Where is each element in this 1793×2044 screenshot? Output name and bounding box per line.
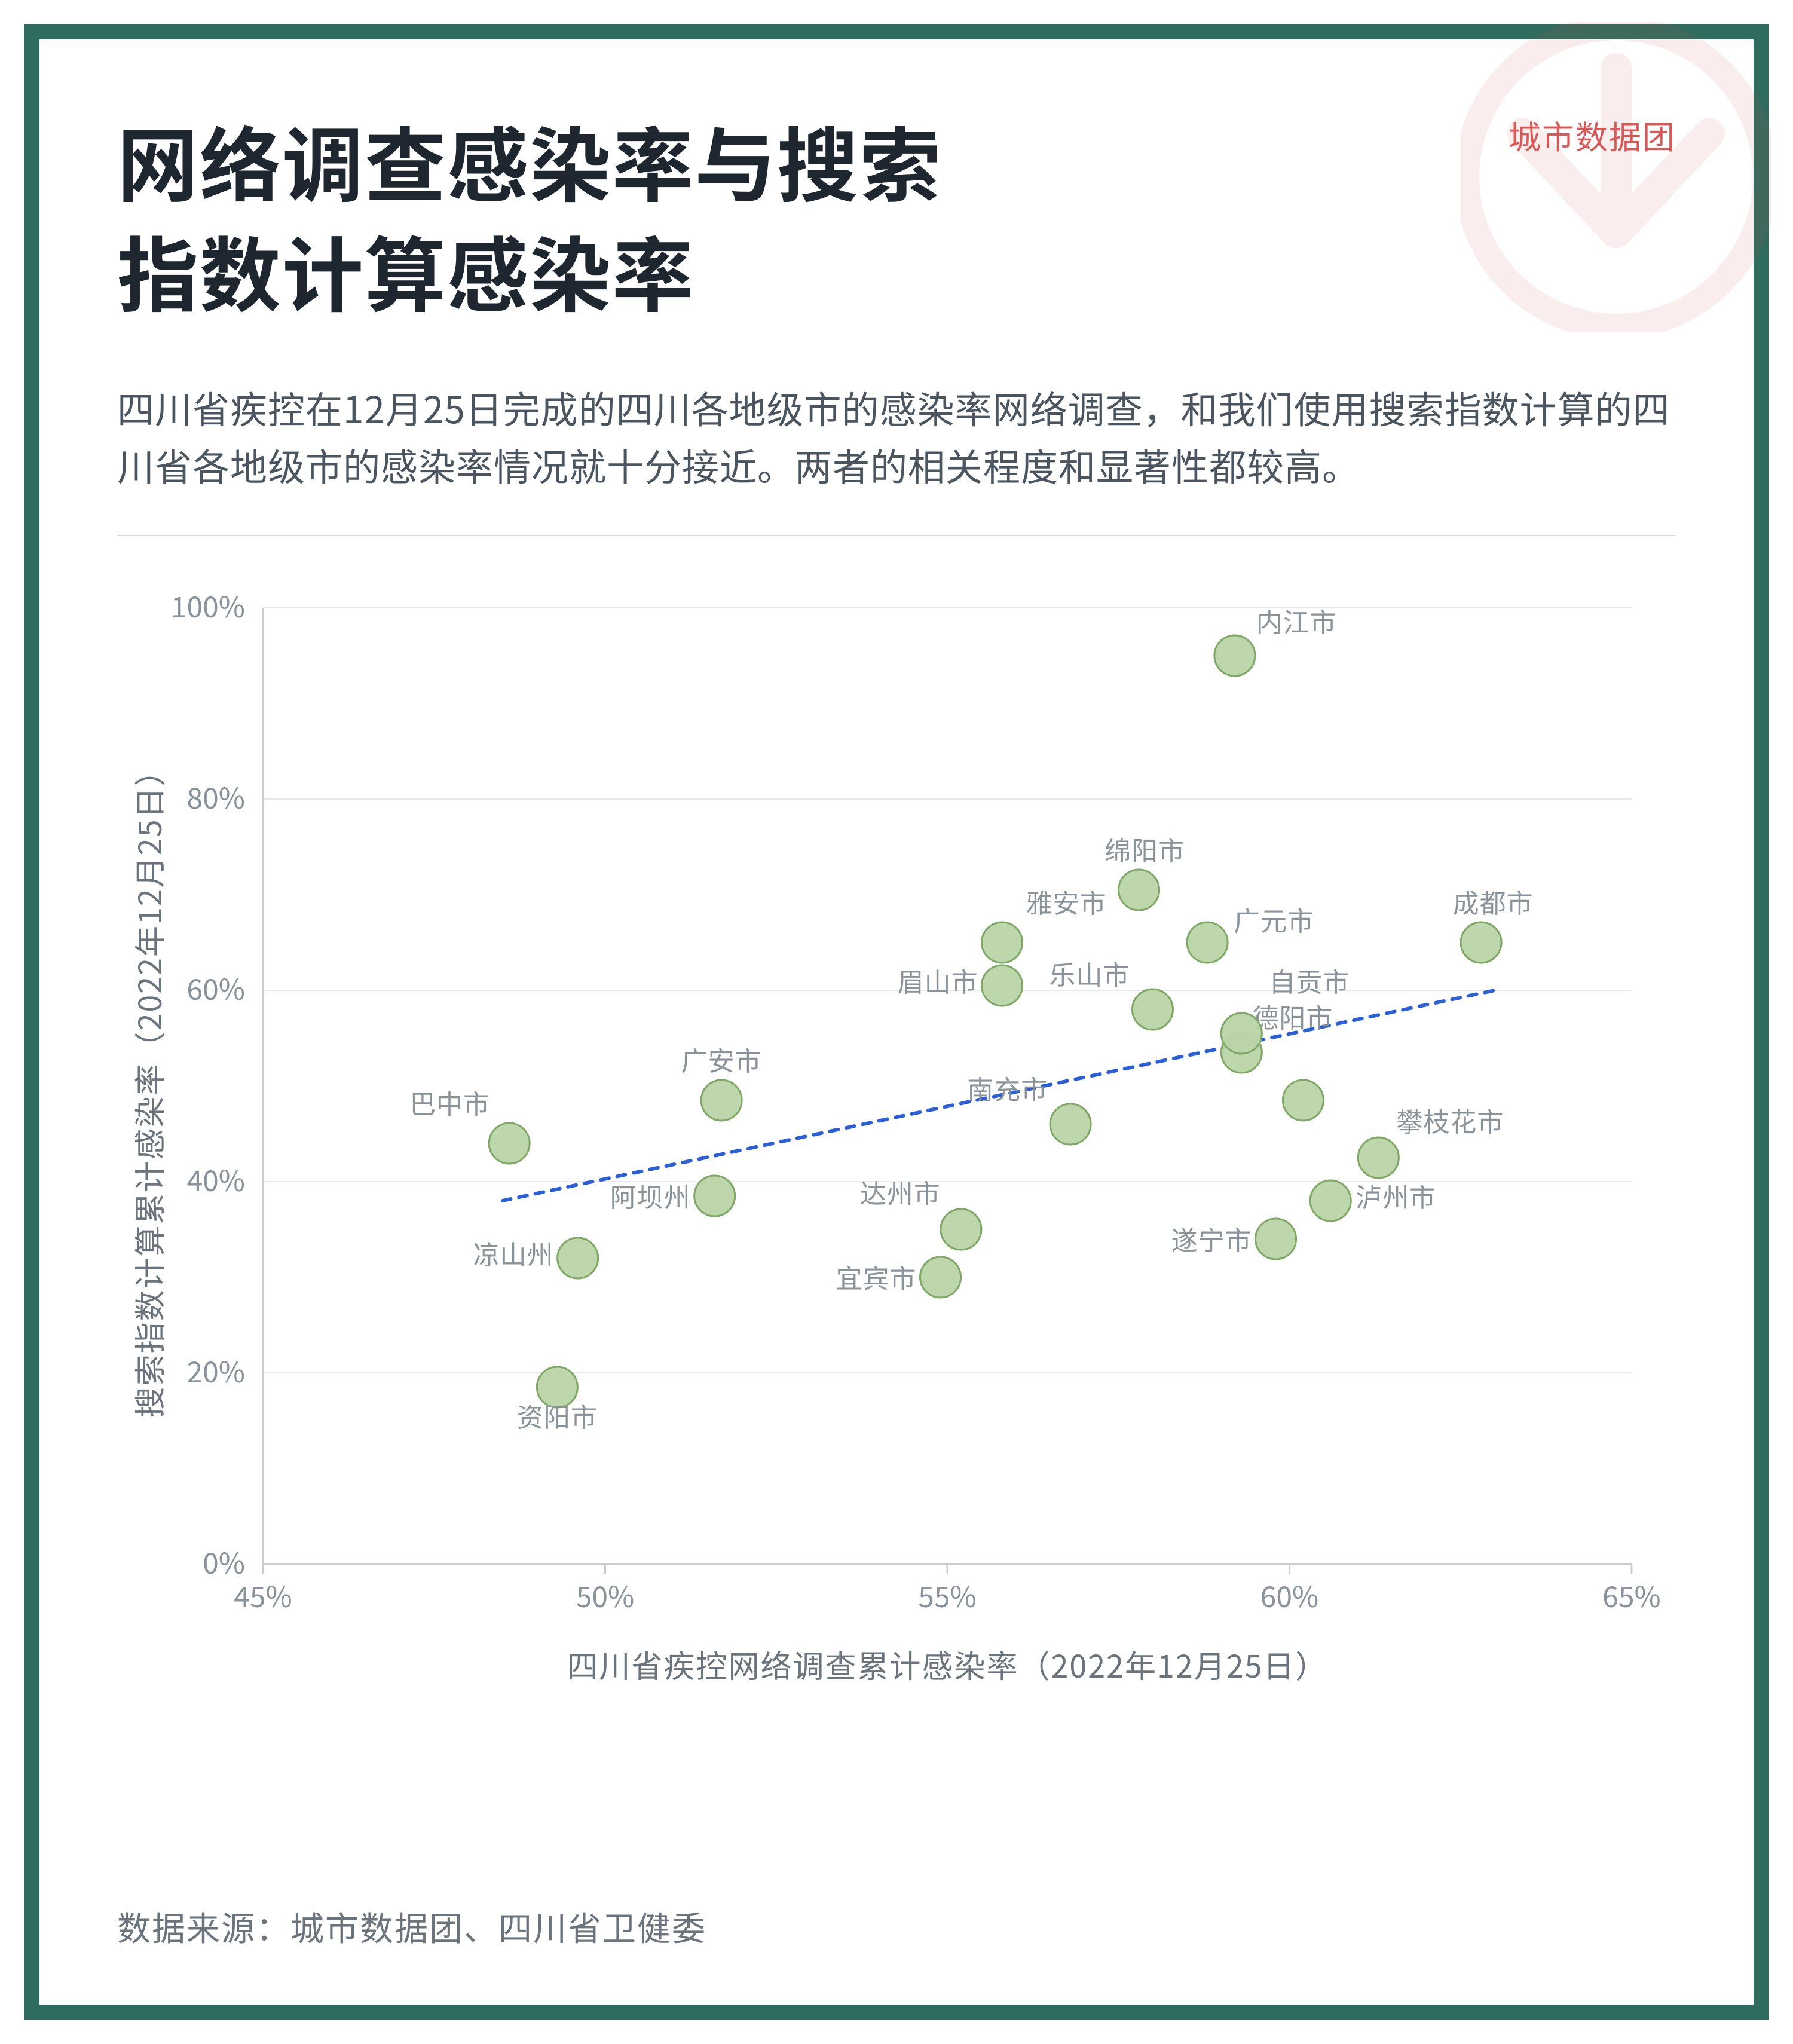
data-point-label: 南充市 (967, 1069, 1048, 1107)
data-point-label: 宜宾市 (836, 1257, 917, 1296)
data-point (1133, 989, 1173, 1030)
y-axis-title: 搜索指数计算累计感染率（2022年12月25日） (126, 754, 170, 1418)
divider (117, 535, 1676, 536)
data-point (1119, 870, 1159, 910)
data-point-label: 攀枝花市 (1396, 1101, 1504, 1139)
data-point-label: 绵阳市 (1104, 830, 1185, 868)
data-point (982, 965, 1023, 1006)
title-line-2: 指数计算感染率 (117, 211, 694, 329)
data-point-label: 泸州市 (1356, 1176, 1436, 1214)
x-tick-label: 45% (234, 1574, 292, 1615)
data-point (1187, 922, 1228, 963)
brand-tag: 城市数据团 (1509, 111, 1676, 158)
data-point-label: 资阳市 (517, 1396, 598, 1434)
data-point-label: 内江市 (1256, 601, 1337, 639)
title-line-1: 网络调查感染率与搜索 (117, 101, 942, 219)
data-point-label: 雅安市 (1026, 882, 1107, 920)
data-point-label: 凉山州 (473, 1234, 554, 1272)
chart-svg: 0%20%40%60%80%100%45%50%55%60%65%巴中市凉山州资… (117, 584, 1676, 1743)
data-point (1358, 1137, 1399, 1178)
data-source-note: 数据来源：城市数据团、四川省卫健委 (117, 1902, 706, 1951)
data-point (1256, 1219, 1296, 1259)
data-point-label: 德阳市 (1252, 997, 1333, 1035)
x-axis-title: 四川省疾控网络调查累计感染率（2022年12月25日） (567, 1642, 1328, 1687)
x-tick-label: 50% (576, 1574, 635, 1615)
y-tick-label: 100% (171, 584, 245, 626)
data-point (694, 1176, 735, 1216)
data-point-label: 遂宁市 (1171, 1219, 1252, 1257)
data-point (941, 1209, 981, 1250)
data-point-label: 广安市 (681, 1040, 762, 1078)
content-area: 城市数据团 网络调查感染率与搜索 指数计算感染率 四川省疾控在12月25日完成的… (39, 39, 1754, 2005)
y-tick-label: 80% (187, 775, 246, 817)
data-point-label: 成都市 (1453, 882, 1534, 920)
data-point (489, 1123, 530, 1164)
data-point (1283, 1080, 1323, 1121)
data-point (1461, 922, 1501, 963)
chart-subtitle: 四川省疾控在12月25日完成的四川各地级市的感染率网络调查，和我们使用搜索指数计… (117, 378, 1676, 493)
data-point (982, 922, 1023, 963)
data-point (1310, 1180, 1351, 1221)
y-tick-label: 40% (187, 1158, 246, 1200)
chart-title: 网络调查感染率与搜索 指数计算感染率 (117, 105, 1253, 325)
data-point (1221, 1013, 1262, 1054)
data-point (558, 1238, 598, 1278)
x-tick-label: 65% (1602, 1574, 1661, 1615)
data-point-label: 广元市 (1234, 900, 1314, 938)
y-tick-label: 20% (187, 1349, 246, 1391)
data-point (1050, 1104, 1091, 1145)
data-point-label: 眉山市 (898, 961, 978, 999)
data-point (1214, 635, 1255, 676)
data-point-label: 巴中市 (409, 1083, 490, 1121)
data-point-label: 乐山市 (1050, 954, 1130, 992)
x-tick-label: 60% (1260, 1574, 1319, 1615)
infographic-frame: 城市数据团 网络调查感染率与搜索 指数计算感染率 四川省疾控在12月25日完成的… (0, 0, 1793, 2044)
data-point-label: 阿坝州 (610, 1176, 691, 1214)
data-point-label: 自贡市 (1269, 961, 1350, 999)
y-tick-label: 60% (187, 966, 246, 1008)
data-point-label: 达州市 (860, 1173, 941, 1211)
brand-watermark-icon (1461, 22, 1771, 332)
data-point (701, 1080, 742, 1121)
scatter-chart: 0%20%40%60%80%100%45%50%55%60%65%巴中市凉山州资… (117, 584, 1676, 1743)
data-point (920, 1257, 961, 1298)
x-tick-label: 55% (918, 1574, 977, 1615)
